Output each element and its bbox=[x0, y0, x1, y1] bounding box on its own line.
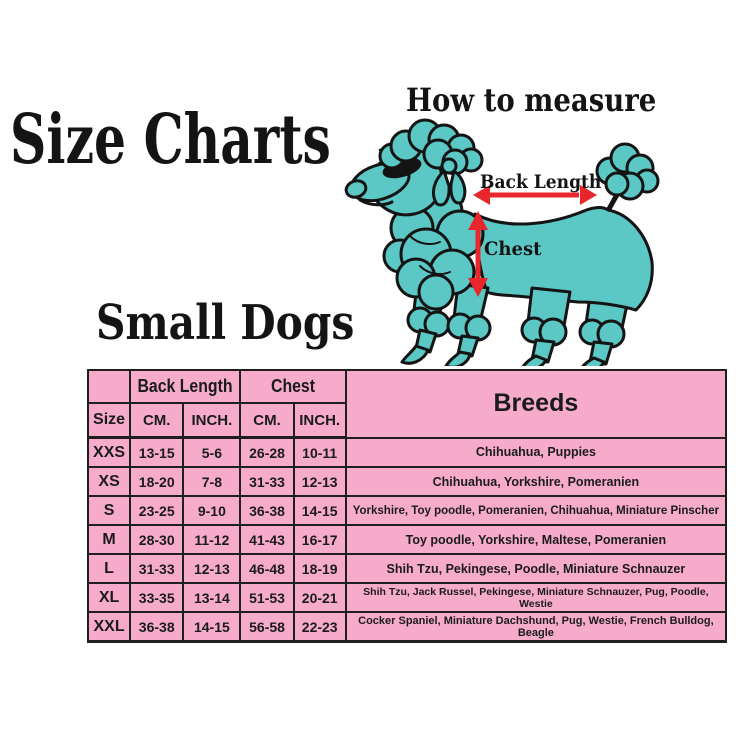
chest-inch-cell: 16-17 bbox=[292, 524, 347, 555]
section-title-small-dogs: Small Dogs bbox=[96, 295, 355, 351]
chest-inch-cell: 12-13 bbox=[292, 466, 347, 497]
table-row: S 23-25 9-10 36-38 14-15 Yorkshire, Toy … bbox=[86, 495, 728, 526]
chest-label: Chest bbox=[484, 238, 542, 260]
nose bbox=[344, 179, 368, 199]
table-row: XS 18-20 7-8 31-33 12-13 Chihuahua, York… bbox=[86, 466, 728, 497]
chest-cm-cell: 41-43 bbox=[239, 524, 295, 555]
size-cell: XS bbox=[86, 466, 132, 497]
table-row: XXL 36-38 14-15 56-58 22-23 Cocker Spani… bbox=[86, 611, 728, 643]
size-cell: S bbox=[86, 495, 132, 526]
chest-cm-cell: 56-58 bbox=[239, 611, 295, 643]
back-length-inch-cell: 5-6 bbox=[182, 436, 242, 468]
chest-cm-cell: 46-48 bbox=[239, 553, 295, 584]
breeds-cell: Yorkshire, Toy poodle, Pomeranien, Chihu… bbox=[344, 495, 728, 526]
back-length-cm-cell: 28-30 bbox=[129, 524, 185, 555]
back-length-cm-cell: 31-33 bbox=[129, 553, 185, 584]
size-cell: M bbox=[86, 524, 132, 555]
bow-icon bbox=[432, 157, 467, 207]
back-length-inch-cell: 12-13 bbox=[182, 553, 242, 584]
chest-header: Chest bbox=[239, 369, 347, 404]
breeds-header: Breeds bbox=[344, 369, 728, 439]
poodle-illustration-icon bbox=[344, 118, 660, 374]
back-length-cm-cell: 33-35 bbox=[129, 582, 185, 613]
back-length-inch-header: INCH. bbox=[182, 402, 242, 439]
chest-cm-cell: 36-38 bbox=[239, 495, 295, 526]
table-row: XL 33-35 13-14 51-53 20-21 Shih Tzu, Jac… bbox=[86, 582, 728, 613]
back-length-inch-cell: 14-15 bbox=[182, 611, 242, 643]
back-length-header: Back Length bbox=[129, 369, 242, 404]
table-row: L 31-33 12-13 46-48 18-19 Shih Tzu, Peki… bbox=[86, 553, 728, 584]
back-length-cm-cell: 18-20 bbox=[129, 466, 185, 497]
back-length-cm-header: CM. bbox=[129, 402, 185, 439]
measuring-diagram bbox=[340, 116, 690, 374]
breeds-cell: Toy poodle, Yorkshire, Maltese, Pomerani… bbox=[344, 524, 728, 555]
size-cell: XXL bbox=[86, 611, 132, 643]
size-cell: L bbox=[86, 553, 132, 584]
table-row: M 28-30 11-12 41-43 16-17 Toy poodle, Yo… bbox=[86, 524, 728, 555]
page-title: Size Charts bbox=[10, 100, 331, 180]
breeds-cell: Shih Tzu, Jack Russel, Pekingese, Miniat… bbox=[344, 582, 728, 613]
breeds-cell: Chihuahua, Yorkshire, Pomeranien bbox=[344, 466, 728, 497]
back-length-cm-cell: 23-25 bbox=[129, 495, 185, 526]
breeds-cell: Shih Tzu, Pekingese, Poodle, Miniature S… bbox=[344, 553, 728, 584]
topknot bbox=[378, 118, 484, 176]
back-length-cm-cell: 36-38 bbox=[129, 611, 185, 643]
chest-inch-cell: 20-21 bbox=[292, 582, 347, 613]
size-table: Back Length Chest Breeds Size CM. INCH. … bbox=[86, 369, 728, 643]
chest-inch-cell: 14-15 bbox=[292, 495, 347, 526]
chest-cm-cell: 26-28 bbox=[239, 436, 295, 468]
size-header: Size bbox=[86, 402, 132, 439]
back-length-arrow bbox=[473, 185, 597, 205]
back-length-inch-cell: 7-8 bbox=[182, 466, 242, 497]
back-length-cm-cell: 13-15 bbox=[129, 436, 185, 468]
chest-inch-header: INCH. bbox=[292, 402, 347, 439]
chest-cm-cell: 51-53 bbox=[239, 582, 295, 613]
chest-inch-cell: 18-19 bbox=[292, 553, 347, 584]
chest-inch-cell: 10-11 bbox=[292, 436, 347, 468]
size-cell: XL bbox=[86, 582, 132, 613]
back-length-inch-cell: 13-14 bbox=[182, 582, 242, 613]
chest-inch-cell: 22-23 bbox=[292, 611, 347, 643]
corner-cell bbox=[86, 369, 132, 404]
breeds-cell: Cocker Spaniel, Miniature Dachshund, Pug… bbox=[344, 611, 728, 643]
tail-pompom bbox=[595, 142, 660, 201]
breeds-cell: Chihuahua, Puppies bbox=[344, 436, 728, 468]
chest-arrow bbox=[468, 211, 488, 297]
chest-cm-header: CM. bbox=[239, 402, 295, 439]
table-header-row-groups: Back Length Chest Breeds bbox=[86, 369, 728, 439]
how-to-measure-title: How to measure bbox=[406, 81, 657, 119]
table-row: XXS 13-15 5-6 26-28 10-11 Chihuahua, Pup… bbox=[86, 436, 728, 468]
chest-cm-cell: 31-33 bbox=[239, 466, 295, 497]
back-length-label: Back Length bbox=[480, 171, 602, 193]
back-length-inch-cell: 11-12 bbox=[182, 524, 242, 555]
back-length-inch-cell: 9-10 bbox=[182, 495, 242, 526]
smile bbox=[358, 198, 394, 207]
size-cell: XXS bbox=[86, 436, 132, 468]
table-header-row-units: Size CM. INCH. CM. INCH. bbox=[86, 402, 726, 439]
